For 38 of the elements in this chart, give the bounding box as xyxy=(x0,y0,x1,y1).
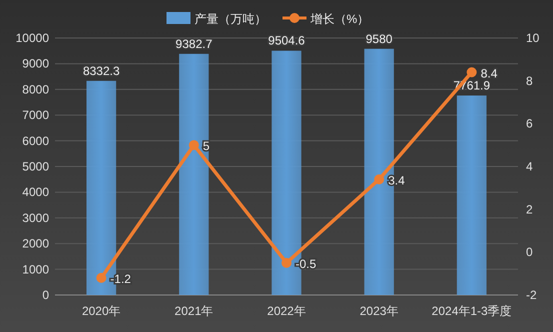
data-label: 5 xyxy=(202,139,210,154)
y2-tick-label: 0 xyxy=(526,245,533,260)
y-tick-label: 8000 xyxy=(22,82,50,96)
point xyxy=(466,67,477,78)
data-label: 9382.7 xyxy=(176,36,213,51)
y-tick-label: 10000 xyxy=(16,31,50,45)
bar xyxy=(179,54,209,295)
bar xyxy=(456,96,487,295)
x-tick-label: 2023年 xyxy=(360,304,398,318)
data-label: 9580 xyxy=(366,32,393,46)
point xyxy=(96,272,106,283)
y2-tick-label: 6 xyxy=(526,116,533,131)
y-tick-label: 2000 xyxy=(22,236,50,251)
data-label: 8332.3 xyxy=(82,64,120,78)
y2-tick-label: 8 xyxy=(526,74,533,88)
legend-label: 增长（%） xyxy=(310,12,370,26)
point xyxy=(374,174,384,184)
x-tick-label: 2020年 xyxy=(82,304,121,318)
x-tick-label: 2022年 xyxy=(267,304,306,318)
y-tick-label: 7000 xyxy=(22,108,50,122)
y-tick-label: 6000 xyxy=(22,134,50,148)
y2-tick-label: 2 xyxy=(526,202,533,216)
y-tick-label: 5000 xyxy=(22,160,50,174)
y2-tick-label: 4 xyxy=(526,160,533,174)
x-tick-label: 2021年 xyxy=(174,304,214,318)
point xyxy=(282,258,292,268)
y-tick-label: 9000 xyxy=(22,56,50,71)
x-tick-label: 2024年1-3季度 xyxy=(432,304,512,318)
data-label: 8.4 xyxy=(480,66,498,80)
y-tick-label: 0 xyxy=(42,288,50,302)
y-tick-label: 4000 xyxy=(22,185,50,200)
data-label: 9504.6 xyxy=(268,34,306,48)
y-tick-label: 3000 xyxy=(22,210,50,225)
point xyxy=(188,140,199,150)
y2-tick-label: -2 xyxy=(526,288,537,302)
y2-tick-label: 10 xyxy=(526,31,540,45)
legend-label: 产量（万吨） xyxy=(194,12,266,26)
y-tick-label: 1000 xyxy=(22,262,50,276)
